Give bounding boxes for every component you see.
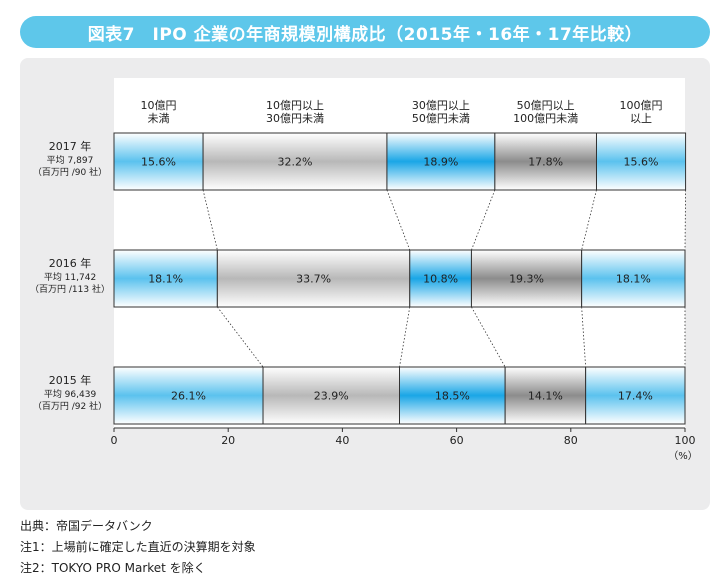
- note-1: 注1：上場前に確定した直近の決算期を対象: [20, 540, 256, 554]
- bar-segment: [409, 249, 472, 308]
- bar-segment: [202, 132, 388, 191]
- segment-header-label: 50億円以上: [517, 99, 575, 112]
- bar-segment: [113, 366, 264, 425]
- segment-header-label: 50億円未満: [412, 112, 470, 125]
- segment-header-label: 30億円未満: [266, 112, 324, 125]
- bar-segment: [262, 366, 400, 425]
- row-year-label: 2015 年: [49, 373, 92, 387]
- bar-segment: [494, 132, 597, 191]
- bar-value-label: 33.7%: [296, 273, 331, 286]
- chart-panel: 10億円 未満 10億円以上 30億円未満 30億円以上 50億円未満 50億円以上 100億…: [20, 58, 710, 510]
- source-note: 出典：帝国データバンク: [20, 519, 153, 533]
- segment-header-label: 30億円以上: [412, 99, 470, 112]
- segment-header-label: 100億円: [620, 99, 663, 112]
- stacked-bar-chart: 10億円未満10億円以上30億円未満30億円以上50億円未満50億円以上100億…: [30, 78, 698, 462]
- bar-value-label: 18.1%: [616, 273, 651, 286]
- x-tick-label: 80: [564, 434, 578, 447]
- x-unit-label: （%）: [668, 450, 698, 462]
- bar-value-label: 19.3%: [509, 273, 544, 286]
- bar-value-label: 18.5%: [435, 390, 470, 403]
- row-average-label: 平均 96,439: [44, 388, 97, 400]
- connector-line: [471, 306, 506, 368]
- bar-value-label: 15.6%: [141, 156, 176, 169]
- chart-title: 図表7 IPO 企業の年商規模別構成比（2015年・16年・17年比較）: [20, 16, 710, 48]
- x-tick-label: 0: [111, 434, 118, 447]
- bar-value-label: 23.9%: [314, 390, 349, 403]
- bar-segment: [113, 249, 218, 308]
- row-unit-label: （百万円 /92 社）: [33, 400, 107, 412]
- bar-segment: [399, 366, 506, 425]
- row-unit-label: （百万円 /90 社）: [33, 166, 107, 178]
- bar-value-label: 32.2%: [278, 156, 313, 169]
- bar-segment: [581, 249, 686, 308]
- x-tick-label: 60: [450, 434, 464, 447]
- connector-line: [386, 189, 411, 251]
- bar-segment: [585, 366, 686, 425]
- bar-value-label: 18.9%: [423, 156, 458, 169]
- segment-header-label: 未満: [148, 112, 170, 125]
- bar-value-label: 15.6%: [624, 156, 659, 169]
- bar-segment: [595, 132, 687, 191]
- row-average-label: 平均 11,742: [44, 271, 96, 283]
- connector-line: [581, 306, 587, 368]
- bar-segment: [470, 249, 583, 308]
- x-tick-label: 100: [675, 434, 696, 447]
- bar-value-label: 17.4%: [618, 390, 653, 403]
- connector-line: [684, 189, 686, 251]
- bar-value-label: 10.8%: [423, 273, 458, 286]
- bar-segment: [113, 132, 204, 191]
- bar-segment: [386, 132, 496, 191]
- connector-line: [471, 189, 496, 251]
- segment-header-label: 10億円以上: [266, 99, 324, 112]
- x-tick-label: 20: [221, 434, 235, 447]
- segment-header-label: 10億円: [141, 99, 177, 112]
- x-tick-label: 40: [335, 434, 349, 447]
- bar-value-label: 17.8%: [528, 156, 563, 169]
- bar-value-label: 18.1%: [148, 273, 183, 286]
- bar-value-label: 26.1%: [171, 390, 206, 403]
- bar-value-label: 14.1%: [528, 390, 563, 403]
- row-year-label: 2017 年: [49, 139, 92, 153]
- bar-segment: [504, 366, 587, 425]
- notes: 出典：帝国データバンク 注1：上場前に確定した直近の決算期を対象 注2：TOKY…: [20, 516, 256, 579]
- row-year-label: 2016 年: [49, 256, 92, 270]
- segment-header-label: 100億円未満: [513, 112, 578, 125]
- row-unit-label: （百万円 /113 社）: [30, 283, 110, 295]
- row-average-label: 平均 7,897: [47, 154, 94, 166]
- segment-header-label: 以上: [630, 112, 652, 125]
- note-2: 注2：TOKYO PRO Market を除く: [20, 561, 206, 575]
- bar-segment: [216, 249, 411, 308]
